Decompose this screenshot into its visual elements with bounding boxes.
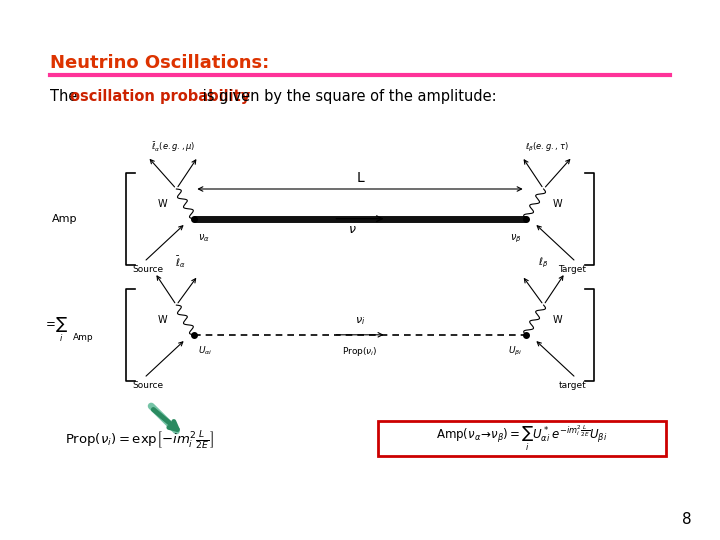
Text: $\bar{\ell}_\alpha$: $\bar{\ell}_\alpha$ <box>175 254 185 270</box>
Text: $=\!\sum_i$: $=\!\sum_i$ <box>43 315 68 343</box>
Text: $\ell_\beta$: $\ell_\beta$ <box>539 255 549 270</box>
Text: $\bar{\ell}_\alpha(e.g.,\mu)$: $\bar{\ell}_\alpha(e.g.,\mu)$ <box>150 140 195 154</box>
Text: $\nu_\alpha$: $\nu_\alpha$ <box>198 232 210 244</box>
Text: Neutrino Oscillations:: Neutrino Oscillations: <box>50 54 270 72</box>
Bar <box>378 421 666 456</box>
Text: $\mathrm{Amp}(\nu_\alpha \!\rightarrow\! \nu_\beta) = \sum_i U^*_{\alpha i}\,e^{: $\mathrm{Amp}(\nu_\alpha \!\rightarrow\!… <box>436 424 608 454</box>
Text: $U_{\beta i}$: $U_{\beta i}$ <box>508 345 522 357</box>
Text: L: L <box>356 171 364 185</box>
Text: $\ell_\beta(e.g.,\tau)$: $\ell_\beta(e.g.,\tau)$ <box>526 141 569 154</box>
Text: Amp: Amp <box>52 214 78 224</box>
Text: Target: Target <box>559 265 586 274</box>
Text: The: The <box>50 89 82 104</box>
Text: W: W <box>158 199 168 209</box>
Text: $\nu_\beta$: $\nu_\beta$ <box>510 232 522 245</box>
Text: Source: Source <box>132 265 163 274</box>
Text: $U_{\alpha i}$: $U_{\alpha i}$ <box>198 345 212 357</box>
Text: W: W <box>552 199 562 209</box>
Text: W: W <box>552 315 562 325</box>
Text: Source: Source <box>132 381 163 390</box>
Text: is given by the square of the amplitude:: is given by the square of the amplitude: <box>198 89 497 104</box>
Text: $\nu$: $\nu$ <box>348 223 357 236</box>
Text: oscillation probability: oscillation probability <box>70 89 250 104</box>
Text: 8: 8 <box>682 511 691 526</box>
Text: target: target <box>559 381 586 390</box>
Text: W: W <box>158 315 168 325</box>
Text: $\mathrm{Prop}(\nu_i)$: $\mathrm{Prop}(\nu_i)$ <box>342 345 378 357</box>
Text: Amp: Amp <box>73 333 93 342</box>
Text: $\mathrm{Prop}(\nu_i) = \exp\!\left[-im_i^2\frac{L}{2E}\right]$: $\mathrm{Prop}(\nu_i) = \exp\!\left[-im_… <box>65 429 214 451</box>
Text: $\nu_i$: $\nu_i$ <box>355 315 365 327</box>
